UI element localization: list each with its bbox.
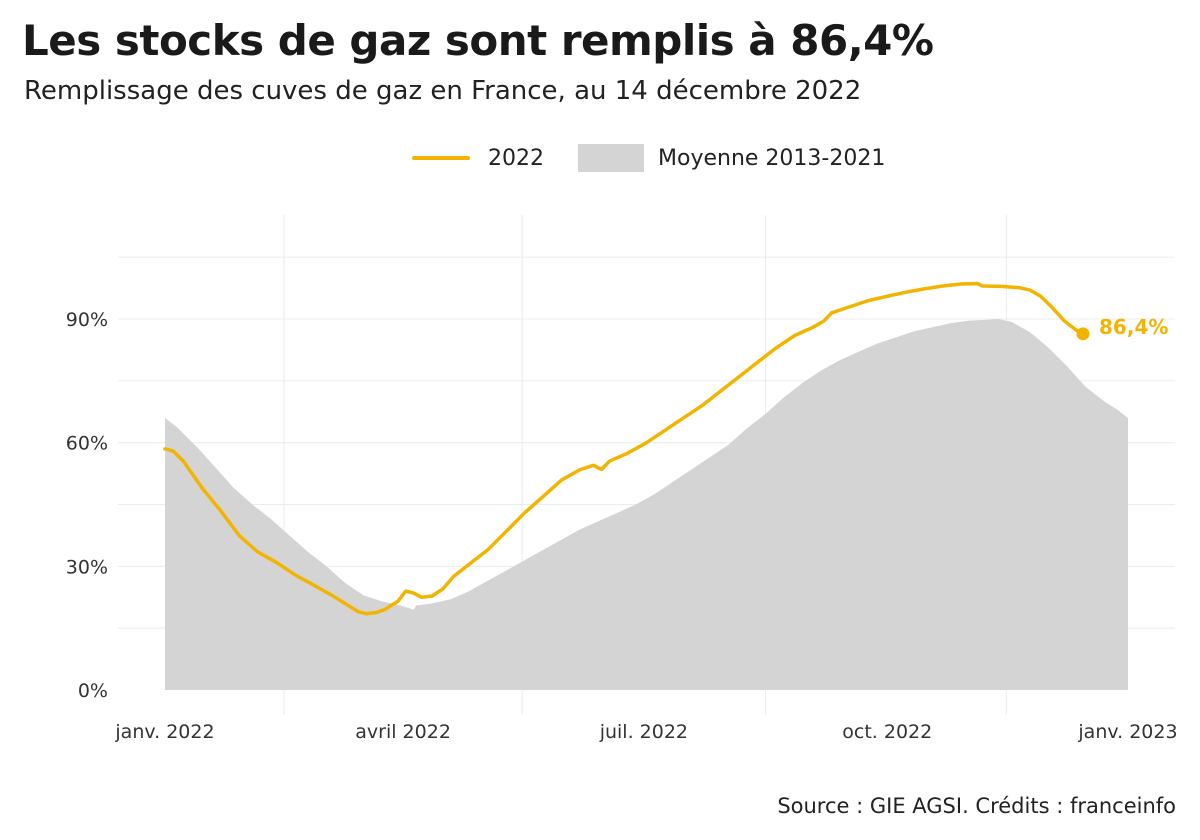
legend-label-2022: 2022 — [488, 145, 544, 171]
x-tick-label: janv. 2022 — [114, 721, 214, 743]
x-tick-label: juil. 2022 — [599, 721, 688, 743]
chart-legend: 2022 Moyenne 2013-2021 — [412, 140, 919, 176]
legend-line-swatch — [412, 156, 470, 160]
line-2022-layer: 86,4% — [163, 281, 1168, 616]
series-line-2022 — [163, 281, 1085, 616]
legend-item-average: Moyenne 2013-2021 — [578, 144, 885, 172]
x-tick-label: janv. 2023 — [1077, 721, 1177, 743]
legend-label-average: Moyenne 2013-2021 — [658, 145, 886, 171]
y-tick-label: 60% — [66, 433, 108, 455]
y-tick-label: 90% — [66, 309, 108, 331]
axis-labels: 0% 30% 60% 90% janv. 2022 avril 2022 juil. 202… — [66, 309, 1178, 743]
end-value-label: 86,4% — [1099, 315, 1168, 339]
series-area-average — [165, 319, 1128, 690]
x-tick-label: oct. 2022 — [842, 721, 932, 743]
y-tick-label: 30% — [66, 556, 108, 578]
x-tick-label: avril 2022 — [355, 721, 451, 743]
legend-area-swatch — [578, 144, 644, 172]
chart-title: Les stocks de gaz sont remplis à 86,4% — [22, 16, 934, 65]
chart-subtitle: Remplissage des cuves de gaz en France, … — [24, 76, 862, 106]
source-credit: Source : GIE AGSI. Crédits : franceinfo — [777, 794, 1176, 818]
y-tick-label: 0% — [78, 680, 108, 702]
average-area-layer — [165, 319, 1128, 690]
legend-item-2022: 2022 — [412, 146, 544, 171]
end-point-marker — [1076, 327, 1090, 341]
